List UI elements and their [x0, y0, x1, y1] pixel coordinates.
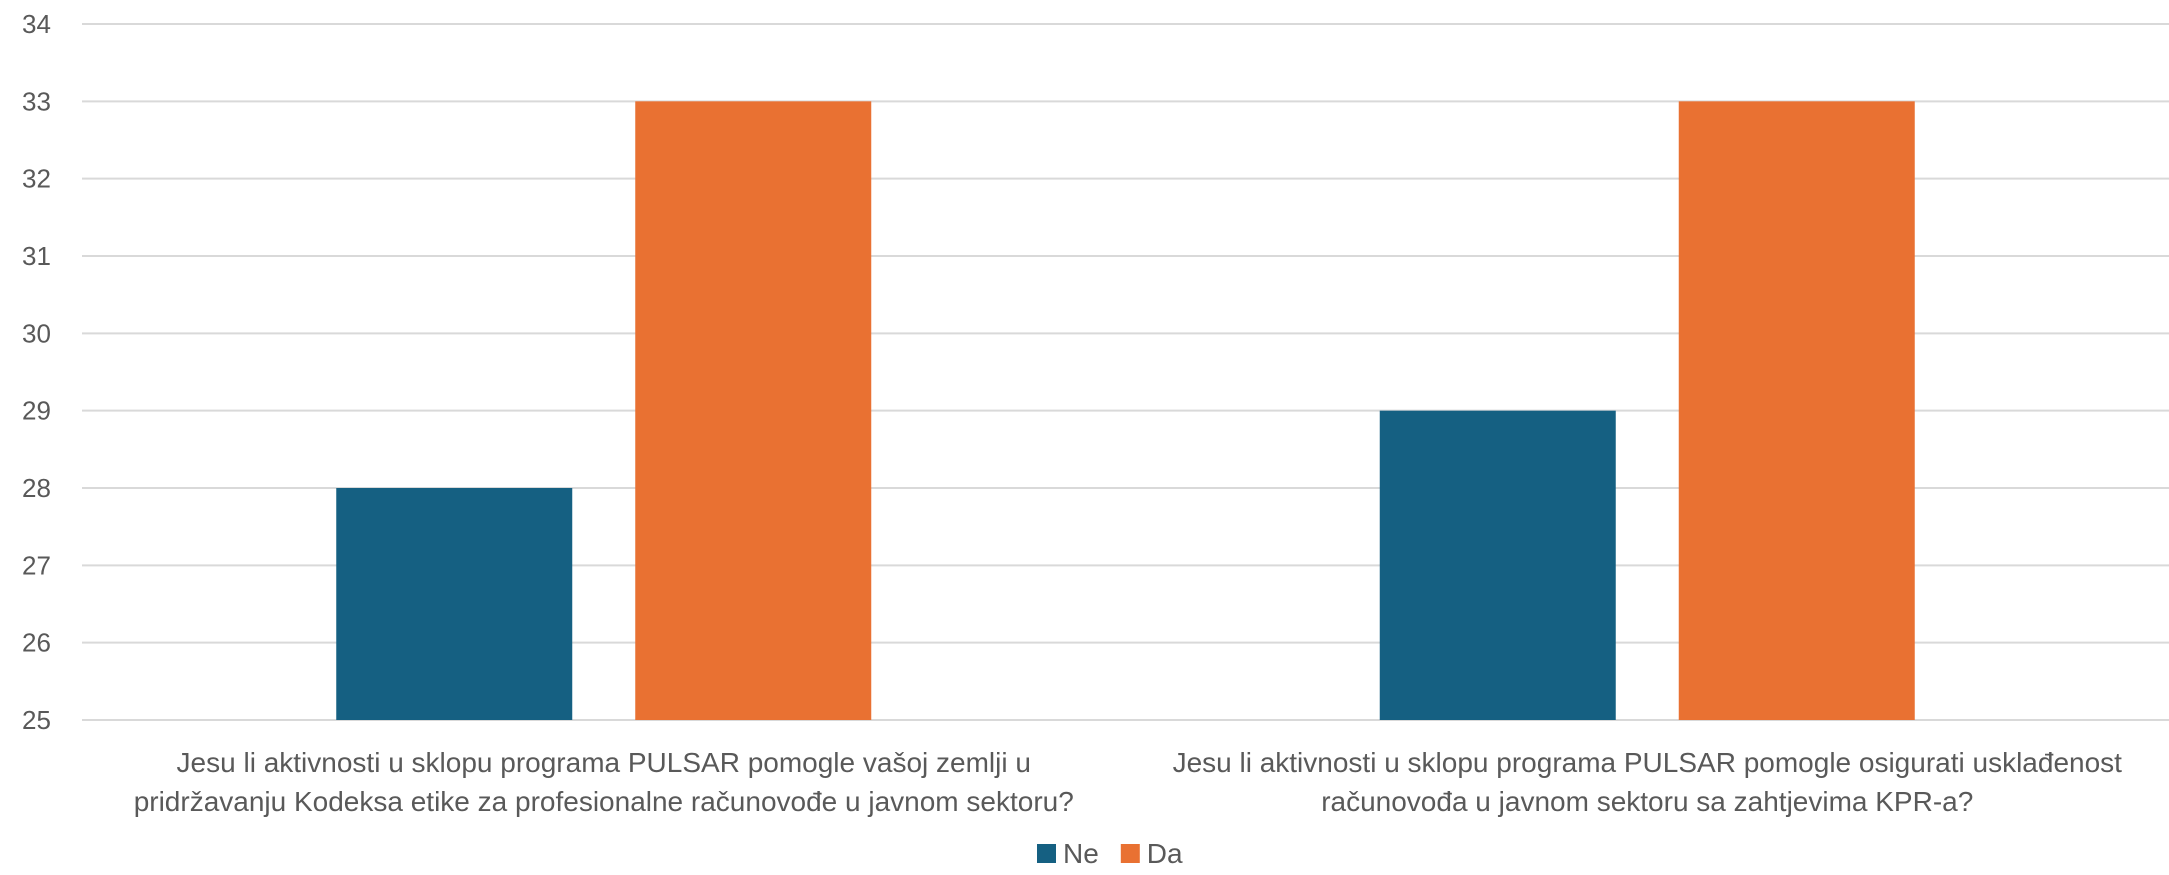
bars — [336, 101, 1915, 721]
category-label-1-line-2: pridržavanju Kodeksa etike za profesiona… — [134, 786, 1074, 817]
bar-ne-2 — [1379, 410, 1616, 720]
category-label-1-line-1: Jesu li aktivnosti u sklopu programa PUL… — [177, 747, 1031, 778]
y-tick-label: 30 — [22, 318, 51, 348]
category-label-2-line-2: računovođa u javnom sektoru sa zahtjevim… — [1321, 786, 1973, 817]
y-tick-label: 27 — [22, 550, 51, 580]
category-labels: Jesu li aktivnosti u sklopu programa PUL… — [134, 747, 2122, 817]
y-tick-label: 31 — [22, 241, 51, 271]
y-tick-label: 33 — [22, 86, 51, 116]
legend: Ne Da — [1037, 838, 1183, 869]
y-axis-ticks: 25 26 27 28 29 30 31 32 33 34 — [22, 9, 51, 735]
y-tick-label: 25 — [22, 705, 51, 735]
legend-label-ne: Ne — [1063, 838, 1099, 869]
y-tick-label: 34 — [22, 9, 51, 39]
legend-label-da: Da — [1147, 838, 1183, 869]
legend-swatch-ne — [1037, 844, 1056, 863]
y-tick-label: 28 — [22, 473, 51, 503]
y-tick-label: 29 — [22, 396, 51, 426]
y-tick-label: 26 — [22, 628, 51, 658]
legend-swatch-da — [1120, 844, 1140, 863]
bar-ne-1 — [336, 488, 573, 720]
bar-da-2 — [1678, 101, 1915, 721]
y-tick-label: 32 — [22, 164, 51, 194]
category-label-2-line-1: Jesu li aktivnosti u sklopu programa PUL… — [1173, 747, 2123, 778]
bar-da-1 — [635, 101, 872, 721]
